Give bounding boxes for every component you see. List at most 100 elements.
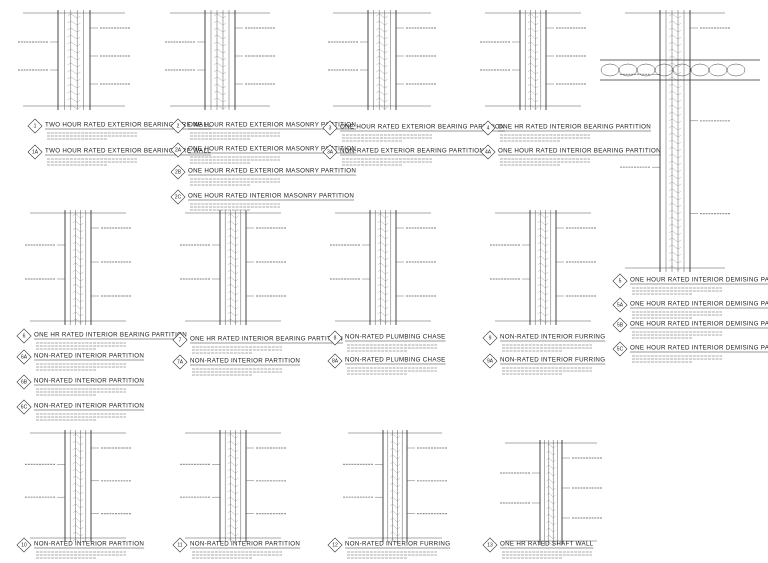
insulation: [537, 235, 549, 239]
joist-insulation: [600, 63, 620, 77]
insulation: [376, 70, 388, 74]
detail-number: 3A: [327, 149, 334, 155]
insulation: [390, 497, 400, 501]
insulation: [668, 112, 682, 116]
insulation: [377, 319, 389, 323]
detail-number: 6A: [21, 354, 28, 360]
insulation: [213, 49, 227, 53]
insulation: [527, 105, 539, 109]
insulation: [227, 455, 239, 459]
detail-title: ONE HOUR RATED INTERIOR DEMISING PARTITI…: [630, 345, 768, 352]
detail-number: 5: [619, 278, 622, 284]
detail-marker: [327, 353, 343, 369]
joist-insulation: [690, 63, 710, 77]
insulation: [72, 525, 84, 529]
insulation: [72, 221, 84, 225]
insulation: [213, 77, 227, 81]
insulation: [668, 259, 682, 263]
insulation: [668, 189, 682, 193]
insulation: [668, 140, 682, 144]
insulation: [390, 469, 400, 473]
detail-marker: [612, 341, 628, 357]
insulation: [72, 441, 84, 445]
detail-marker: [612, 317, 628, 333]
detail-number: 5C: [617, 346, 624, 352]
insulation: [72, 284, 84, 288]
joist-insulation: [726, 63, 746, 77]
detail-marker: [172, 537, 188, 553]
insulation: [668, 266, 682, 270]
insulation: [227, 511, 239, 515]
insulation: [227, 525, 239, 529]
insulation: [72, 511, 84, 515]
insulation: [668, 203, 682, 207]
insulation: [537, 319, 549, 323]
detail-number: 6B: [21, 379, 28, 385]
insulation: [527, 35, 539, 39]
insulation: [72, 277, 84, 281]
insulation: [390, 504, 400, 508]
insulation: [527, 77, 539, 81]
insulation: [72, 256, 84, 260]
insulation: [72, 249, 84, 253]
detail-number: 12: [332, 542, 338, 548]
insulation: [668, 35, 682, 39]
insulation: [390, 490, 400, 494]
insulation: [67, 91, 81, 95]
insulation: [227, 298, 239, 302]
insulation: [390, 441, 400, 445]
insulation: [72, 319, 84, 323]
insulation: [527, 14, 539, 18]
detail-title: ONE HOUR RATED INTERIOR BEARING PARTITIO…: [498, 148, 661, 155]
insulation: [546, 486, 556, 490]
joist-insulation: [654, 63, 674, 77]
detail-number: 6: [23, 333, 26, 339]
insulation: [213, 84, 227, 88]
insulation: [377, 228, 389, 232]
insulation: [546, 542, 556, 546]
insulation: [668, 126, 682, 130]
insulation: [668, 28, 682, 32]
detail-marker: [170, 142, 186, 158]
insulation: [376, 14, 388, 18]
insulation: [668, 168, 682, 172]
insulation: [668, 119, 682, 123]
insulation: [227, 312, 239, 316]
detail-title: ONE HOUR RATED EXTERIOR MASONRY PARTITIO…: [188, 168, 356, 175]
insulation: [227, 221, 239, 225]
insulation: [390, 448, 400, 452]
insulation: [668, 252, 682, 256]
detail-marker: [327, 330, 343, 346]
insulation: [213, 63, 227, 67]
insulation: [72, 483, 84, 487]
insulation: [537, 298, 549, 302]
detail-title: NON-RATED INTERIOR FURRING: [345, 541, 450, 548]
insulation: [546, 451, 556, 455]
insulation: [227, 441, 239, 445]
insulation: [227, 539, 239, 543]
insulation: [390, 532, 400, 536]
insulation: [537, 242, 549, 246]
detail-marker: [612, 297, 628, 313]
insulation: [67, 42, 81, 46]
insulation: [377, 298, 389, 302]
insulation: [72, 434, 84, 438]
insulation: [537, 249, 549, 253]
insulation: [668, 175, 682, 179]
insulation: [527, 84, 539, 88]
insulation: [668, 49, 682, 53]
detail-marker: [16, 328, 32, 344]
detail-marker: [16, 374, 32, 390]
detail-marker: [16, 537, 32, 553]
detail-marker: [172, 332, 188, 348]
insulation: [213, 35, 227, 39]
insulation: [227, 249, 239, 253]
detail-title: NON-RATED INTERIOR PARTITION: [34, 403, 144, 410]
detail-title: NON-RATED PLUMBING CHASE: [345, 357, 446, 364]
detail-marker: [170, 118, 186, 134]
detail-number: 2A: [175, 147, 182, 153]
insulation: [67, 28, 81, 32]
detail-number: 3: [329, 125, 332, 131]
insulation: [390, 539, 400, 543]
